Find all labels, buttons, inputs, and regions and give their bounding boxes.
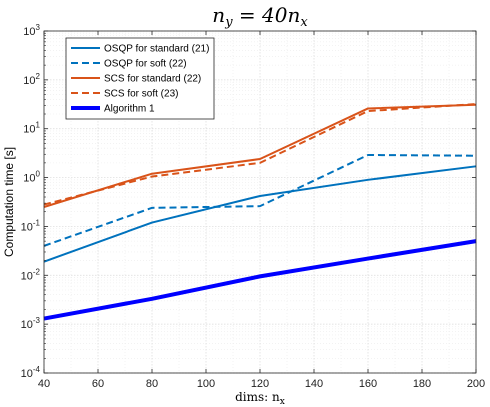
series-line-4 bbox=[43, 103, 477, 206]
y-tick-label: 103 bbox=[23, 23, 40, 38]
legend-label: OSQP for standard (21) bbox=[104, 44, 209, 55]
chart-title: ny = 40nx bbox=[212, 3, 308, 30]
legend-label: SCS for standard (22) bbox=[104, 74, 201, 85]
x-tick-label: 60 bbox=[92, 378, 104, 390]
y-tick-label: 101 bbox=[23, 121, 40, 136]
legend-label: SCS for soft (23) bbox=[104, 89, 178, 100]
y-tick-labels: 10-4 10-3 10-2 10-1 100 101 102 103 bbox=[21, 23, 41, 380]
legend: OSQP for standard (21) OSQP for soft (22)… bbox=[65, 37, 215, 120]
x-tick-labels: 40 60 80 100 120 140 160 180 200 bbox=[38, 378, 485, 390]
series-layer bbox=[43, 103, 477, 321]
x-tick-label: 200 bbox=[467, 378, 485, 390]
tick-marks bbox=[43, 30, 477, 374]
series-line-5 bbox=[43, 239, 477, 321]
legend-label: OSQP for soft (22) bbox=[104, 59, 187, 70]
y-tick-label: 102 bbox=[23, 72, 40, 87]
y-tick-label: 10-1 bbox=[21, 218, 41, 233]
y-tick-label: 10-4 bbox=[21, 365, 41, 380]
x-tick-label: 40 bbox=[38, 378, 50, 390]
x-tick-label: 140 bbox=[305, 378, 323, 390]
x-tick-label: 100 bbox=[197, 378, 215, 390]
series-line-1 bbox=[43, 165, 477, 263]
y-tick-label: 10-3 bbox=[21, 316, 41, 331]
x-tick-label: 120 bbox=[251, 378, 269, 390]
y-tick-label: 10-2 bbox=[21, 267, 41, 282]
x-axis-label: dims: nx bbox=[235, 390, 285, 407]
y-axis-label: Computation time [s] bbox=[2, 147, 16, 257]
legend-label: Algorithm 1 bbox=[104, 104, 155, 115]
series-line-3 bbox=[43, 103, 477, 208]
x-tick-label: 180 bbox=[413, 378, 431, 390]
y-tick-label: 100 bbox=[23, 170, 40, 185]
x-tick-label: 160 bbox=[359, 378, 377, 390]
series-line-2 bbox=[43, 153, 477, 247]
x-tick-label: 80 bbox=[146, 378, 158, 390]
